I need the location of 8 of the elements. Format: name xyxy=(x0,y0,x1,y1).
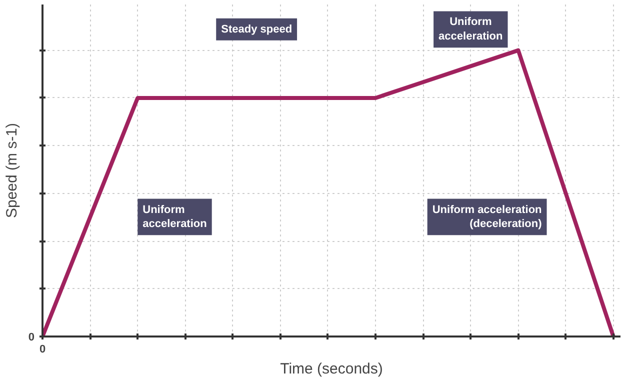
y-axis-title: Speed (m s-1) xyxy=(3,122,20,218)
annotation: Uniform acceleration (deceleration) xyxy=(432,204,542,230)
text: Uniform acceleration xyxy=(438,16,504,43)
text: 0 xyxy=(28,332,35,344)
text: Steady speed xyxy=(221,23,292,36)
x-axis-title: Time (seconds) xyxy=(280,360,383,378)
annotation: Uniform acceleration xyxy=(142,204,208,230)
text: 0 xyxy=(39,344,46,356)
